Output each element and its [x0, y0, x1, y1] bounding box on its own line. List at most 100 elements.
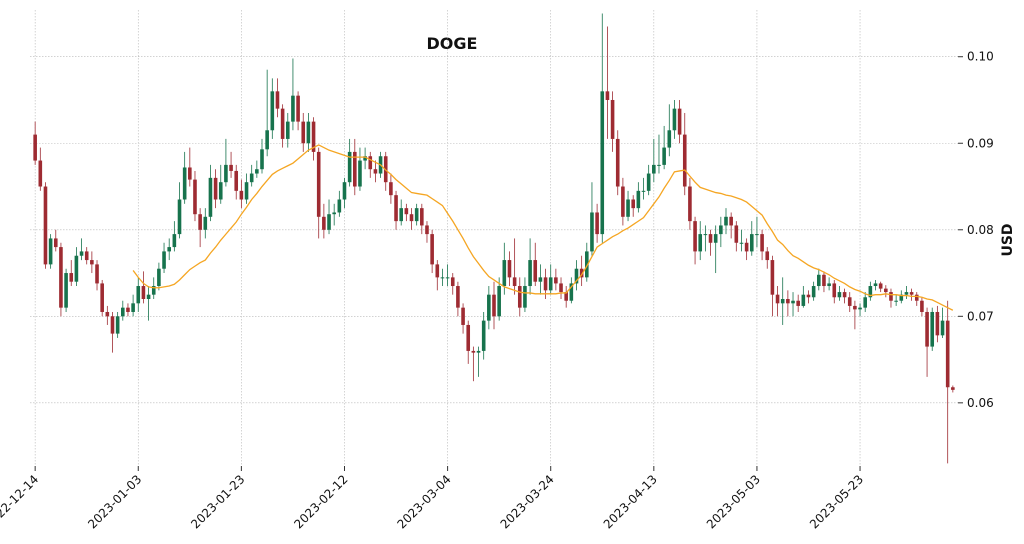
candle-body [337, 199, 342, 213]
candle-body [657, 164, 661, 166]
candle-body [404, 208, 409, 215]
candle-body [193, 179, 197, 215]
candle-body [548, 277, 553, 291]
candle-body [285, 121, 290, 139]
candle-body [801, 294, 806, 306]
candle-body [322, 216, 326, 230]
candle-body [136, 286, 141, 304]
candle-body [188, 167, 192, 180]
candle-body [43, 186, 48, 265]
candle-body [69, 273, 74, 282]
candle-body [585, 251, 589, 278]
candle-body [74, 255, 79, 282]
candle-body [791, 300, 795, 304]
y-tick-label: 0.07 [967, 309, 994, 323]
candle-body [306, 121, 311, 144]
candle-body [930, 311, 935, 347]
candle-body [827, 283, 831, 287]
candle-body [445, 277, 450, 279]
candle-body [151, 286, 156, 295]
candle-body [59, 247, 63, 308]
candle-body [538, 277, 543, 282]
candle-body [822, 274, 826, 287]
candle-body [533, 260, 538, 282]
candle-body [291, 95, 295, 122]
candle-body [141, 286, 146, 300]
candle-body [239, 190, 244, 200]
candle-body [796, 300, 800, 306]
candle-body [682, 134, 687, 187]
candle-body [33, 134, 37, 161]
x-tick-label: 2023-02-12 [291, 472, 350, 531]
candle-body [157, 268, 161, 287]
candle-body [719, 225, 723, 235]
candle-body [167, 247, 171, 252]
candle-body [492, 294, 496, 317]
candle-body [198, 214, 202, 230]
candle-body [146, 294, 151, 300]
candle-body [497, 286, 501, 317]
candle-body [780, 299, 785, 304]
candle-body [739, 242, 744, 244]
candle-body [951, 387, 955, 390]
candle-body [182, 167, 187, 200]
candle-body [420, 208, 424, 226]
candle-body [667, 130, 672, 148]
x-tick-label: 2023-01-03 [85, 472, 144, 531]
candle-body [631, 199, 635, 209]
candle-body [48, 238, 53, 265]
candle-body [301, 121, 306, 144]
candle-body [327, 214, 331, 230]
candle-body [53, 238, 58, 248]
candle-body [224, 164, 228, 183]
candle-body [590, 212, 594, 252]
candle-body [837, 292, 842, 298]
candle-body [177, 199, 182, 235]
candle-body [528, 260, 532, 287]
candle-body [79, 251, 84, 256]
candle-body [940, 320, 945, 336]
candle-body [373, 169, 378, 174]
candle-body [863, 297, 867, 308]
y-tick-label: 0.06 [967, 396, 994, 410]
candle-body [760, 234, 764, 252]
candle-body [610, 99, 615, 139]
candle-body [652, 164, 656, 174]
candle-body [579, 268, 584, 278]
candle-body [677, 108, 682, 135]
candle-body [904, 292, 909, 295]
candle-body [249, 173, 254, 183]
x-tick-label: 2023-03-04 [395, 472, 454, 531]
candle-body [775, 294, 780, 304]
candle-body [234, 170, 239, 191]
candle-body [131, 303, 135, 312]
candle-body [569, 283, 574, 301]
candle-body [868, 286, 873, 298]
candle-body [255, 169, 259, 174]
candle-body [342, 182, 347, 200]
x-tick-label: 2023-01-23 [188, 472, 247, 531]
candle-body [693, 221, 697, 252]
candle-body [878, 283, 883, 289]
candle-body [332, 212, 336, 215]
candle-body [786, 299, 790, 304]
y-tick-label: 0.10 [967, 50, 994, 64]
candle-body [363, 156, 367, 161]
candle-body [358, 160, 362, 187]
candle-body [770, 260, 775, 295]
candle-body [430, 234, 434, 265]
candle-body [626, 199, 630, 217]
candle-body [554, 277, 558, 284]
candle-body [858, 307, 862, 310]
candle-body [909, 292, 914, 295]
candle-body [502, 260, 507, 287]
candle-body [38, 160, 43, 187]
candle-body [889, 292, 893, 301]
candle-body [559, 283, 563, 293]
x-tick-label: 2023-04-13 [601, 472, 660, 531]
candle-body [260, 149, 264, 170]
candle-body [203, 216, 208, 230]
candle-body [229, 164, 233, 171]
